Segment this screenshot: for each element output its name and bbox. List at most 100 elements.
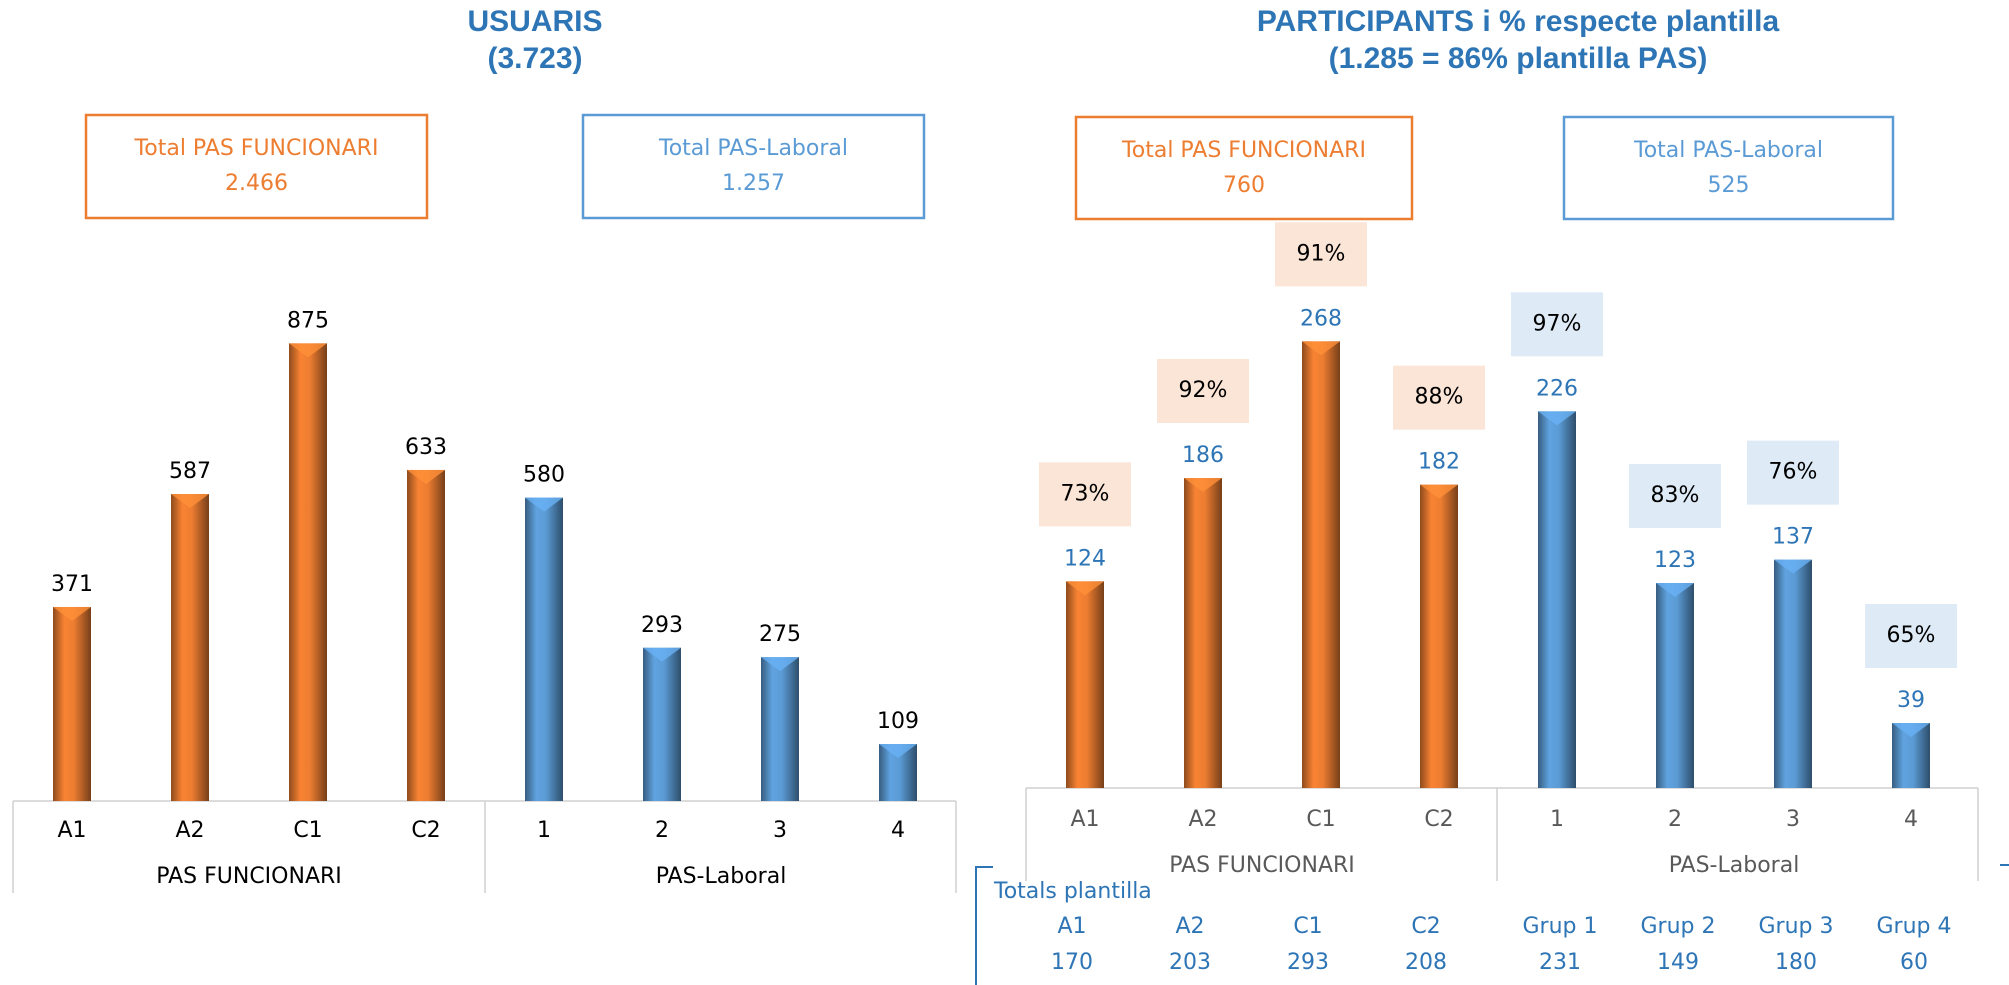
x-tick-label: 1: [1550, 807, 1564, 832]
bar-cap: [1302, 341, 1340, 356]
totals-value: 149: [1657, 950, 1699, 975]
totals-header: C2: [1411, 914, 1440, 939]
bar: [1184, 478, 1222, 788]
percent-box: [1039, 462, 1131, 527]
totals-header: A1: [1057, 914, 1086, 939]
data-label: 875: [287, 308, 329, 333]
bar: [1066, 581, 1104, 788]
totals-value: 60: [1900, 950, 1928, 975]
totals-header: Grup 1: [1523, 914, 1598, 939]
group-label: PAS-Laboral: [656, 864, 787, 889]
totals-value: 170: [1051, 950, 1093, 975]
bar-cap: [171, 493, 209, 508]
data-label: 39: [1897, 688, 1925, 713]
data-label: 580: [523, 463, 565, 488]
bar-cap: [1066, 581, 1104, 596]
bar-cap: [1656, 583, 1694, 597]
bar: [1420, 484, 1458, 788]
bar-cap: [643, 647, 681, 662]
data-label: 182: [1418, 450, 1460, 475]
x-tick-label: A1: [57, 818, 86, 843]
total-label: Total PAS-Laboral: [658, 136, 848, 161]
group-label: PAS FUNCIONARI: [156, 864, 342, 889]
bar: [53, 606, 91, 801]
percent-label: 88%: [1415, 385, 1464, 410]
totals-header: Grup 4: [1877, 914, 1952, 939]
percent-box: [1747, 440, 1839, 505]
data-label: 371: [51, 572, 93, 597]
percent-box: [1393, 365, 1485, 430]
chart-subtitle: (3.723): [487, 42, 582, 75]
percent-box: [1629, 464, 1721, 528]
x-tick-label: A1: [1070, 807, 1099, 832]
percent-label: 97%: [1533, 311, 1582, 336]
bar-cap: [761, 657, 799, 672]
chart-subtitle: (1.285 = 86% plantilla PAS): [1329, 42, 1708, 75]
chart-title: PARTICIPANTS i % respecte plantilla: [1257, 5, 1780, 38]
bar-cap: [1420, 484, 1458, 499]
data-label: 109: [877, 709, 919, 734]
total-value: 1.257: [722, 171, 785, 196]
totals-header: A2: [1175, 914, 1204, 939]
percent-label: 65%: [1887, 623, 1936, 648]
bar: [525, 497, 563, 801]
total-value: 525: [1708, 173, 1750, 198]
x-tick-label: 4: [891, 818, 905, 843]
data-label: 124: [1064, 546, 1106, 571]
chart-title: USUARIS: [467, 5, 602, 38]
percent-label: 91%: [1297, 241, 1346, 266]
percent-label: 76%: [1769, 460, 1818, 485]
percent-box: [1275, 222, 1367, 287]
data-label: 226: [1536, 376, 1578, 401]
total-value: 760: [1223, 173, 1265, 198]
totals-header: C1: [1293, 914, 1322, 939]
group-label: PAS FUNCIONARI: [1169, 853, 1355, 878]
bar-cap: [1892, 723, 1930, 737]
bar-cap: [407, 469, 445, 484]
bar-cap: [525, 497, 563, 512]
bar: [643, 647, 681, 801]
bar-cap: [289, 343, 327, 358]
x-tick-label: 2: [1668, 807, 1682, 832]
bar: [1774, 559, 1812, 788]
data-label: 293: [641, 613, 683, 638]
x-tick-label: C2: [1424, 807, 1453, 832]
totals-title: Totals plantilla: [993, 879, 1152, 904]
x-tick-label: C2: [411, 818, 440, 843]
bar-cap: [1184, 478, 1222, 492]
percent-label: 73%: [1061, 481, 1110, 506]
x-tick-label: 3: [1786, 807, 1800, 832]
data-label: 268: [1300, 306, 1342, 331]
total-box: [581, 113, 926, 220]
percent-label: 92%: [1179, 378, 1228, 403]
x-tick-label: 4: [1904, 807, 1918, 832]
totals-bracket: [975, 866, 993, 985]
x-tick-label: A2: [1188, 807, 1217, 832]
data-label: 186: [1182, 443, 1224, 468]
percent-label: 83%: [1651, 483, 1700, 508]
bar-cap: [1774, 559, 1812, 574]
total-label: Total PAS FUNCIONARI: [134, 136, 379, 161]
bar: [407, 469, 445, 801]
data-label: 633: [405, 435, 447, 460]
totals-value: 293: [1287, 950, 1329, 975]
data-label: 123: [1654, 548, 1696, 573]
group-label: PAS-Laboral: [1669, 853, 1800, 878]
total-box: [84, 113, 429, 220]
totals-header: Grup 2: [1641, 914, 1716, 939]
bar: [1656, 583, 1694, 788]
data-label: 137: [1772, 525, 1814, 550]
bar: [289, 343, 327, 801]
totals-value: 180: [1775, 950, 1817, 975]
data-label: 275: [759, 622, 801, 647]
total-box: [1562, 115, 1895, 221]
x-tick-label: C1: [293, 818, 322, 843]
bar: [1538, 411, 1576, 788]
percent-box: [1157, 359, 1249, 423]
x-tick-label: 1: [537, 818, 551, 843]
x-tick-label: 2: [655, 818, 669, 843]
bar-cap: [53, 606, 91, 621]
total-value: 2.466: [225, 171, 288, 196]
x-tick-label: C1: [1306, 807, 1335, 832]
